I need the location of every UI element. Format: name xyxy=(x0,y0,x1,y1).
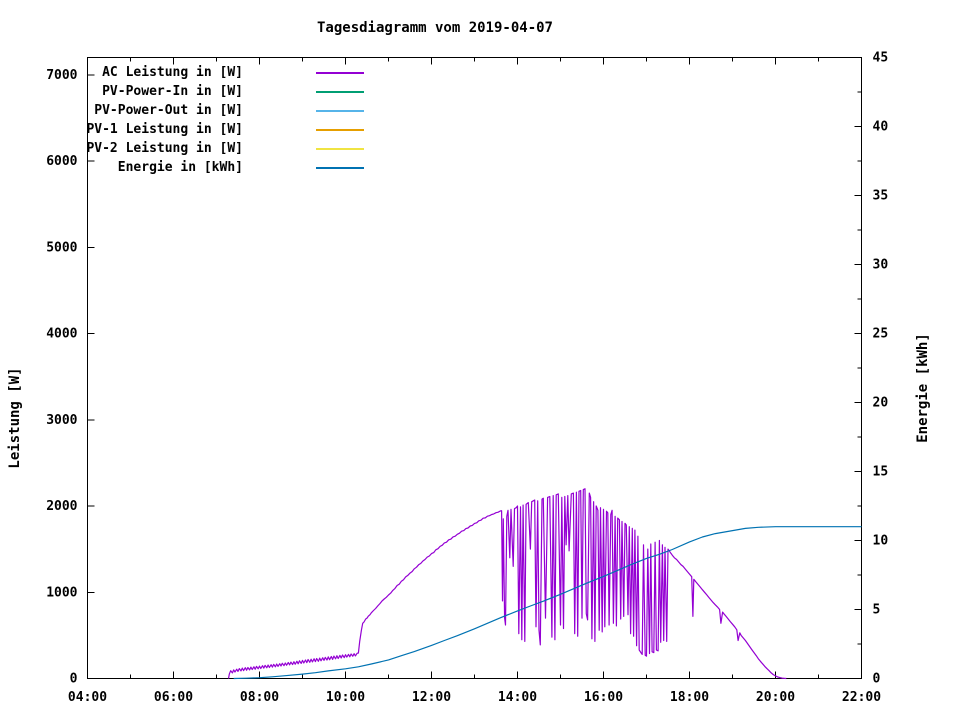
x-tick-label: 14:00 xyxy=(498,690,537,705)
y-right-tick-label: 25 xyxy=(873,327,889,342)
legend-label: Energie in [kWh] xyxy=(117,160,243,175)
legend-line-swatch xyxy=(316,90,364,93)
legend-label: PV-Power-In in [W] xyxy=(102,84,243,99)
y-left-tick-label: 3000 xyxy=(46,413,77,428)
legend-item: PV-Power-Out in [W] xyxy=(0,101,364,120)
legend-line-swatch xyxy=(316,128,364,131)
legend-label: PV-Power-Out in [W] xyxy=(94,103,243,118)
legend-item: PV-Power-In in [W] xyxy=(0,82,364,101)
legend-label: PV-1 Leistung in [W] xyxy=(86,122,243,137)
x-tick-label: 06:00 xyxy=(154,690,193,705)
x-tick-label: 08:00 xyxy=(240,690,279,705)
y-right-tick-label: 0 xyxy=(873,672,881,687)
x-tick-label: 20:00 xyxy=(756,690,795,705)
legend-item: AC Leistung in [W] xyxy=(0,63,364,82)
legend-line-swatch xyxy=(316,71,364,74)
legend-line-swatch xyxy=(316,147,364,150)
legend: AC Leistung in [W] PV-Power-In in [W] PV… xyxy=(0,63,364,177)
x-tick-label: 22:00 xyxy=(842,690,881,705)
y-right-tick-label: 40 xyxy=(873,120,889,135)
y-left-tick-label: 1000 xyxy=(46,585,77,600)
x-tick-label: 12:00 xyxy=(412,690,451,705)
y-right-tick-label: 5 xyxy=(873,603,881,618)
y-right-tick-label: 20 xyxy=(873,396,889,411)
y-left-tick-label: 7000 xyxy=(46,68,77,83)
y-left-tick-label: 2000 xyxy=(46,499,77,514)
legend-item: Energie in [kWh] xyxy=(0,158,364,177)
y-left-tick-label: 6000 xyxy=(46,154,77,169)
x-tick-label: 18:00 xyxy=(670,690,709,705)
x-tick-label: 04:00 xyxy=(68,690,107,705)
series-line-0 xyxy=(227,488,787,680)
series-line-5 xyxy=(233,526,862,680)
y-right-tick-label: 15 xyxy=(873,465,889,480)
y-right-tick-label: 10 xyxy=(873,534,889,549)
y-left-tick-label: 4000 xyxy=(46,327,77,342)
legend-line-swatch xyxy=(316,166,364,169)
y-left-tick-label: 0 xyxy=(70,672,78,687)
y-right-tick-label: 45 xyxy=(873,51,889,66)
y-right-tick-label: 35 xyxy=(873,189,889,204)
chart-title: Tagesdiagramm vom 2019-04-07 xyxy=(316,20,553,36)
x-tick-label: 16:00 xyxy=(584,690,623,705)
legend-item: PV-2 Leistung in [W] xyxy=(0,139,364,158)
legend-label: AC Leistung in [W] xyxy=(102,65,243,80)
y-right-tick-label: 30 xyxy=(873,258,889,273)
x-tick-label: 10:00 xyxy=(326,690,365,705)
legend-label: PV-2 Leistung in [W] xyxy=(86,141,243,156)
legend-line-swatch xyxy=(316,109,364,112)
legend-item: PV-1 Leistung in [W] xyxy=(0,120,364,139)
y-left-tick-label: 5000 xyxy=(46,240,77,255)
